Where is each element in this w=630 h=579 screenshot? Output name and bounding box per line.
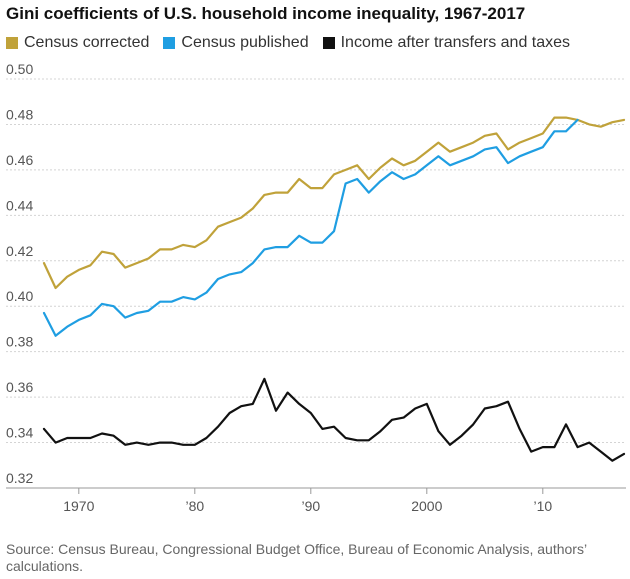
legend-label-census-published: Census published <box>181 34 309 51</box>
y-tick-label: 0.40 <box>6 288 33 304</box>
legend-item-census-published: Census published <box>163 34 309 52</box>
chart-title: Gini coefficients of U.S. household inco… <box>6 4 526 23</box>
legend-swatch-census-corrected <box>6 37 18 49</box>
legend: Census corrected Census published Income… <box>6 34 570 52</box>
y-tick-label: 0.50 <box>6 61 33 77</box>
series-line-census-corrected <box>42 116 626 290</box>
x-tick-label: 1970 <box>63 498 94 514</box>
legend-swatch-census-published <box>163 37 176 49</box>
legend-label-after-transfers: Income after transfers and taxes <box>340 34 571 51</box>
x-tick-label: ’10 <box>533 498 552 514</box>
y-tick-label: 0.38 <box>6 334 33 350</box>
line-chart: 0.32 0.34 0.36 0.38 0.40 0.42 0.44 0.46 0.48 0.50… <box>6 61 626 514</box>
y-tick-label: 0.48 <box>6 106 33 122</box>
source-note: Source: Census Bureau, Congressional Bud… <box>6 541 587 574</box>
legend-label-census-corrected: Census corrected <box>24 34 150 51</box>
x-tick-label: 2000 <box>411 498 442 514</box>
y-tick-label: 0.42 <box>6 243 33 259</box>
y-tick-label: 0.34 <box>6 425 33 441</box>
y-tick-label: 0.46 <box>6 152 33 168</box>
legend-item-after-transfers: Income after transfers and taxes <box>322 34 571 52</box>
x-tick-label: ’90 <box>301 498 320 514</box>
legend-item-census-corrected: Census corrected <box>6 34 149 52</box>
legend-swatch-after-transfers <box>322 37 335 49</box>
x-tick-label: ’80 <box>185 498 204 514</box>
y-tick-label: 0.36 <box>6 379 33 395</box>
y-tick-label: 0.32 <box>6 470 33 486</box>
series-line-income-after-transfers-and-taxes <box>42 377 626 462</box>
series-line-census-published <box>42 118 579 337</box>
y-tick-label: 0.44 <box>6 197 33 213</box>
